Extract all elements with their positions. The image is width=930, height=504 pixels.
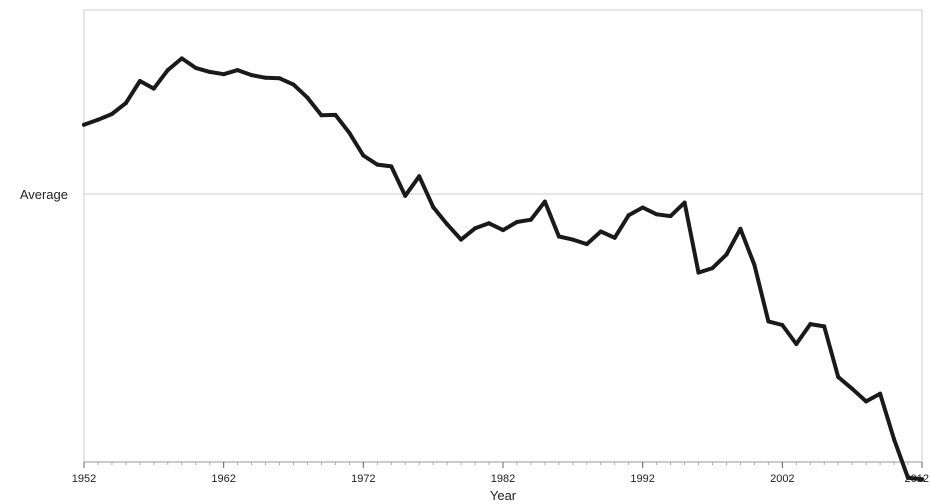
data-point	[640, 205, 645, 210]
data-point	[906, 475, 910, 480]
data-point	[612, 235, 617, 240]
data-point	[584, 242, 589, 247]
x-tick-label: 1952	[72, 473, 96, 485]
data-point	[151, 86, 156, 91]
data-point	[235, 68, 240, 73]
data-point	[487, 221, 491, 226]
data-point	[221, 72, 226, 77]
data-point	[123, 101, 128, 106]
data-point	[473, 226, 478, 231]
data-point	[920, 477, 924, 482]
x-tick-label: 1962	[211, 473, 235, 485]
x-tick-label: 1972	[351, 473, 375, 485]
data-point	[501, 228, 505, 233]
data-point	[696, 270, 701, 275]
data-point	[710, 266, 715, 271]
data-point	[277, 76, 282, 81]
data-point	[207, 69, 212, 74]
data-point	[682, 200, 687, 205]
data-point	[780, 323, 785, 327]
data-point	[724, 252, 729, 257]
data-point	[291, 82, 296, 87]
average-reference-label: Average	[20, 187, 68, 202]
data-point	[389, 164, 394, 169]
data-point	[626, 213, 631, 218]
data-point	[878, 391, 883, 396]
plot-frame	[83, 9, 923, 463]
x-tick-label: 1982	[491, 473, 515, 485]
data-point	[528, 217, 533, 222]
data-point	[808, 322, 813, 327]
data-point	[556, 234, 561, 239]
x-axis-ticks: 1952 1962 1972 1982 1992 2002 2012	[72, 462, 929, 485]
data-point	[165, 68, 170, 73]
data-point	[137, 79, 142, 83]
data-point	[96, 117, 100, 122]
data-point	[431, 205, 436, 210]
data-point	[864, 399, 869, 404]
data-point	[598, 229, 603, 234]
data-point	[263, 75, 268, 80]
data-point	[822, 324, 827, 329]
data-point	[542, 199, 547, 204]
data-point	[850, 386, 855, 391]
data-point	[319, 113, 324, 118]
data-point	[375, 162, 380, 167]
data-point	[445, 222, 450, 227]
data-point	[305, 95, 310, 100]
data-point	[892, 437, 897, 442]
data-point	[515, 220, 519, 224]
data-point	[249, 73, 254, 78]
data-point	[459, 237, 464, 242]
data-point	[668, 214, 673, 219]
data-point	[179, 56, 184, 61]
data-points	[82, 56, 924, 482]
data-point	[570, 237, 575, 242]
data-point	[738, 226, 743, 231]
x-tick-label: 1992	[630, 473, 654, 485]
data-point	[794, 342, 799, 346]
x-axis-title: Year	[490, 488, 517, 503]
data-point	[361, 153, 366, 158]
x-tick-label: 2002	[770, 473, 794, 485]
data-point	[654, 212, 659, 217]
data-point	[752, 262, 757, 267]
data-point	[82, 122, 86, 127]
data-point	[193, 65, 198, 70]
data-point	[766, 319, 771, 324]
data-point	[403, 193, 408, 198]
data-point	[333, 112, 338, 117]
data-point	[347, 130, 352, 135]
data-point	[417, 174, 422, 179]
data-point	[836, 375, 841, 379]
data-point	[109, 112, 114, 116]
